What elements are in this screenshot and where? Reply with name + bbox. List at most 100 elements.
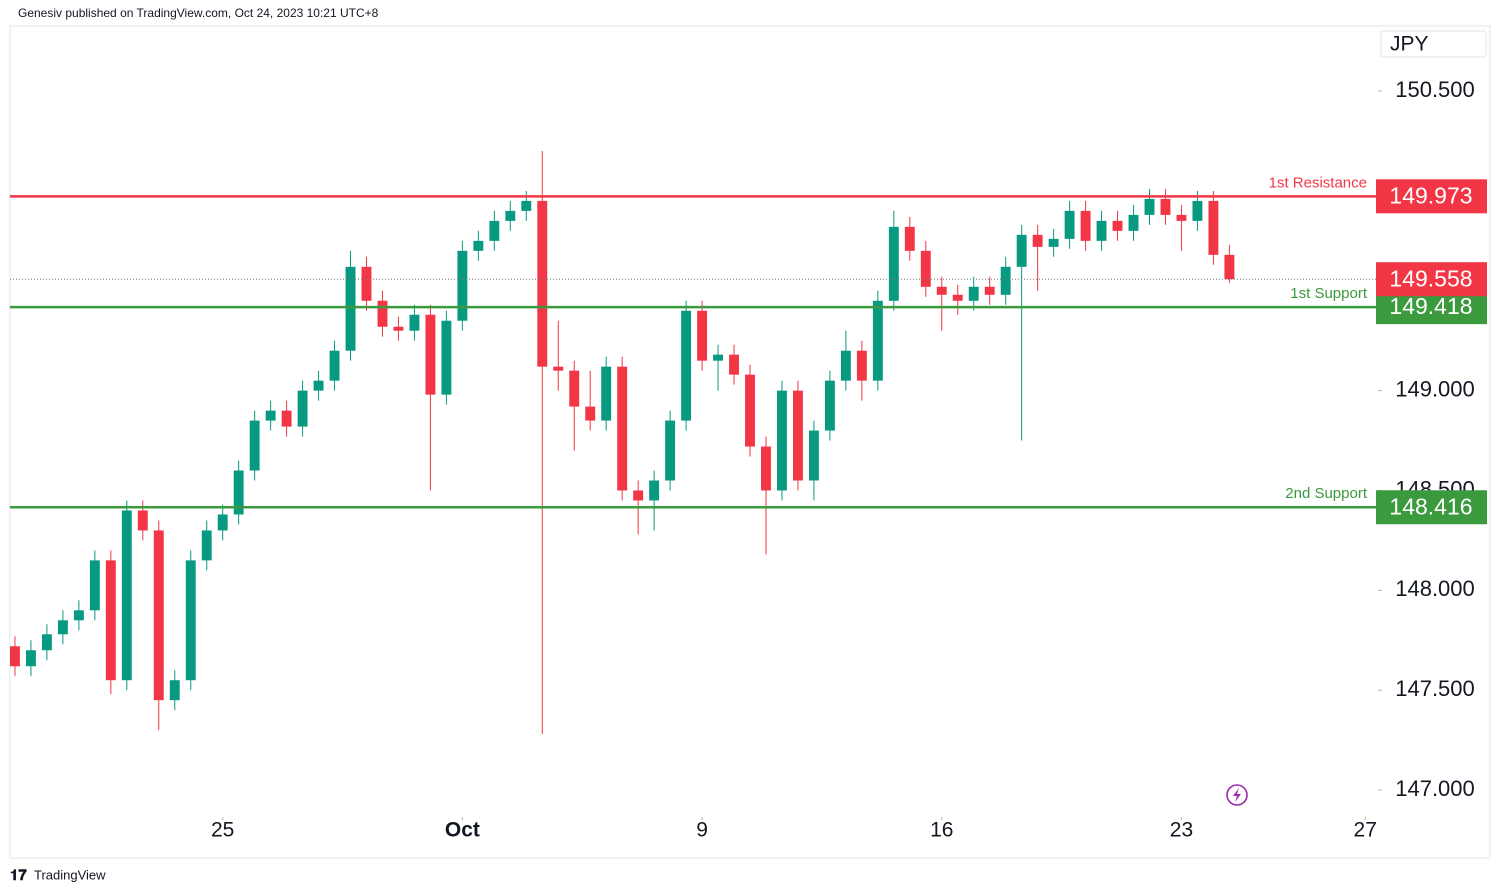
candle-body xyxy=(89,560,100,611)
candle-body xyxy=(952,294,963,301)
currency[interactable]: JPY xyxy=(1390,33,1429,56)
candle-body xyxy=(649,480,660,501)
candle-body xyxy=(1176,214,1187,221)
candle-body xyxy=(1096,220,1107,241)
candle-body xyxy=(1064,210,1075,239)
candle-body xyxy=(297,390,308,427)
candle-body xyxy=(57,620,68,635)
candle-body xyxy=(233,470,244,515)
candle-body xyxy=(457,250,468,321)
candle-body xyxy=(984,286,995,295)
candle-body xyxy=(1032,234,1043,247)
candle-body xyxy=(425,314,436,395)
candle-body xyxy=(121,510,132,681)
candle-body xyxy=(1080,210,1091,241)
y-tick-label: 147.000 xyxy=(1395,776,1475,801)
candle-body xyxy=(713,354,724,361)
candle-body xyxy=(505,210,516,221)
x-tick-label: Oct xyxy=(445,819,480,842)
candle-body xyxy=(489,220,500,241)
y-tick-label: 150.500 xyxy=(1395,77,1475,102)
candle-body xyxy=(888,226,899,301)
currency-box[interactable] xyxy=(1380,30,1487,58)
candle-body xyxy=(1192,200,1203,221)
price-label-box xyxy=(1376,490,1487,525)
candle-body xyxy=(745,374,755,447)
candle-body xyxy=(41,634,52,651)
event-icon[interactable] xyxy=(1226,784,1248,806)
candle-body xyxy=(249,420,260,471)
candle-body xyxy=(601,366,612,421)
candle-body xyxy=(665,420,676,481)
candle-body xyxy=(345,266,356,351)
brand-logo: 𝟏𝟕 xyxy=(10,867,27,884)
candle-body xyxy=(217,514,228,531)
candle-body xyxy=(1016,234,1027,267)
y-tick-label: 149.000 xyxy=(1395,376,1475,401)
level-name: 1st Resistance xyxy=(1269,174,1367,191)
candle-body xyxy=(681,310,692,421)
candle-body xyxy=(1112,220,1123,231)
candle-body xyxy=(569,370,580,407)
candle-body xyxy=(329,350,340,381)
candle-body xyxy=(633,490,644,501)
candle-body xyxy=(137,510,148,531)
event-bolt xyxy=(1233,788,1241,802)
candle-body xyxy=(936,286,947,295)
y-tick-label: 147.500 xyxy=(1395,676,1475,701)
candle-body xyxy=(105,560,116,681)
candle-body xyxy=(872,300,883,381)
candle-body xyxy=(777,390,787,491)
candle-body xyxy=(73,610,84,621)
price-label-box xyxy=(1376,262,1487,297)
candle-body xyxy=(281,410,292,427)
price-label: 148.416 xyxy=(1389,493,1472,519)
frame xyxy=(9,25,1491,859)
candle-body xyxy=(840,350,851,381)
candle-body xyxy=(185,560,196,681)
candle-body xyxy=(265,410,276,421)
candle-body xyxy=(808,430,819,481)
level-name: 2nd Support xyxy=(1285,485,1368,502)
price-label: 149.973 xyxy=(1389,182,1472,208)
brand: TradingView xyxy=(34,867,106,882)
price-label-box xyxy=(1376,179,1487,214)
x-tick-label: 25 xyxy=(211,819,234,842)
y-tick-label: 148.000 xyxy=(1395,576,1475,601)
candle-body xyxy=(856,350,867,381)
price-label: 149.558 xyxy=(1389,265,1472,291)
candle-body xyxy=(697,310,708,361)
candle-body xyxy=(1144,198,1155,215)
candle-body xyxy=(1208,200,1219,255)
level-name: 1st Support xyxy=(1290,285,1368,302)
candle-body xyxy=(1224,254,1235,280)
candle-body xyxy=(441,320,452,395)
candle-body xyxy=(729,354,739,375)
candle-body xyxy=(313,380,324,391)
plot: 147.000147.500148.000148.500149.000149.5… xyxy=(9,77,1487,842)
candle-body xyxy=(792,390,803,481)
candle-body xyxy=(1128,214,1139,231)
candle-body xyxy=(473,240,484,251)
x-tick-label: 16 xyxy=(930,819,953,842)
candle-body xyxy=(1048,238,1059,247)
candle-body xyxy=(553,366,564,371)
candle-body xyxy=(824,380,835,431)
candle-body xyxy=(1000,266,1011,295)
x-tick-label: 9 xyxy=(696,819,708,842)
x-tick-label: 23 xyxy=(1170,819,1193,842)
candle-body xyxy=(153,530,164,701)
candle-body xyxy=(393,326,404,331)
candle-body xyxy=(617,366,628,491)
candle-body xyxy=(968,286,979,301)
candle-body xyxy=(761,446,771,491)
x-tick-label: 27 xyxy=(1354,819,1377,842)
candle-body xyxy=(169,680,180,701)
candle-body xyxy=(409,314,420,331)
candle-body xyxy=(10,646,20,667)
candle-body xyxy=(521,200,532,211)
candle-body xyxy=(377,300,388,327)
candle-body xyxy=(585,406,596,421)
price-label: 149.418 xyxy=(1389,293,1472,319)
